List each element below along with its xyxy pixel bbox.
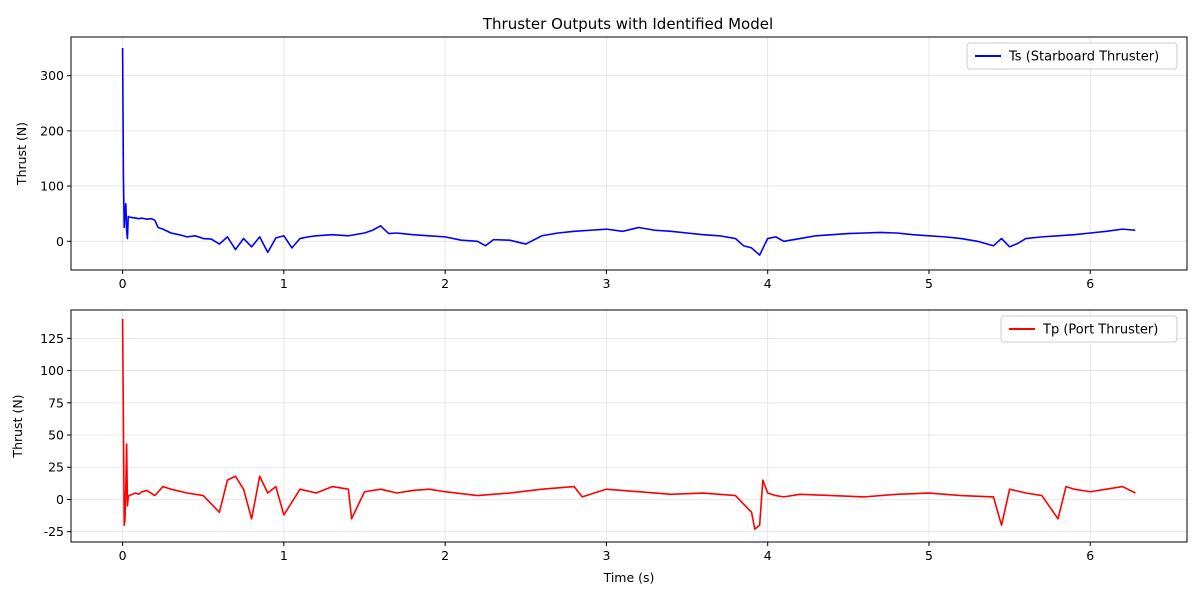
bottom-xtick-label: 5 — [925, 548, 933, 563]
bottom-legend-label: Tp (Port Thruster) — [1042, 323, 1158, 338]
bottom-ytick-label: 50 — [48, 428, 64, 443]
bottom-y-axis-label: Thrust (N) — [10, 394, 25, 458]
bottom-ytick-label: 25 — [48, 460, 64, 475]
bottom-xtick-label: 0 — [119, 548, 127, 563]
bottom-xtick-label: 1 — [280, 548, 288, 563]
chart-title: Thruster Outputs with Identified Model — [482, 15, 773, 33]
bottom-ytick-label: 75 — [48, 395, 64, 410]
top-ytick-label: 100 — [40, 179, 64, 194]
top-ytick-label: 300 — [40, 68, 64, 83]
bottom-xtick-label: 2 — [441, 548, 449, 563]
top-xtick-label: 6 — [1086, 276, 1094, 291]
bottom-panel: 0 1 2 3 4 5 6 -25 0 25 50 75 100 125 Thrust (N) Time (s… — [10, 309, 1188, 585]
bottom-legend-box — [1000, 315, 1178, 343]
bottom-grid — [71, 310, 1187, 542]
top-legend-label: Ts (Starboard Thruster) — [1008, 50, 1159, 65]
top-series-line-0 — [121, 48, 1136, 256]
top-y-axis-label: Thrust (N) — [14, 122, 29, 186]
top-ytick-label: 0 — [56, 234, 64, 249]
top-xtick-label: 2 — [441, 276, 449, 291]
top-xtick-label: 1 — [280, 276, 288, 291]
bottom-ytick-label: 100 — [40, 363, 64, 378]
top-xtick-label: 5 — [925, 276, 933, 291]
bottom-series-line-0 — [121, 319, 1136, 530]
bottom-ytick-label: 125 — [40, 331, 64, 346]
top-grid — [71, 37, 1187, 270]
top-panel: 0 1 2 3 4 5 6 0 100 200 300 Thrust (N) Ts (Starboard… — [14, 36, 1188, 291]
bottom-xtick-label: 3 — [602, 548, 610, 563]
top-legend-box — [966, 42, 1178, 70]
top-xtick-label: 3 — [602, 276, 610, 291]
bottom-x-axis-label: Time (s) — [603, 570, 655, 585]
bottom-ytick-label: 0 — [56, 492, 64, 507]
bottom-ytick-label: -25 — [44, 524, 64, 539]
bottom-xtick-label: 6 — [1086, 548, 1094, 563]
top-xtick-label: 0 — [119, 276, 127, 291]
bottom-axes-frame — [70, 309, 1188, 543]
top-xtick-label: 4 — [764, 276, 772, 291]
bottom-xtick-label: 4 — [764, 548, 772, 563]
top-ytick-label: 200 — [40, 123, 64, 138]
top-axes-frame — [70, 36, 1188, 271]
